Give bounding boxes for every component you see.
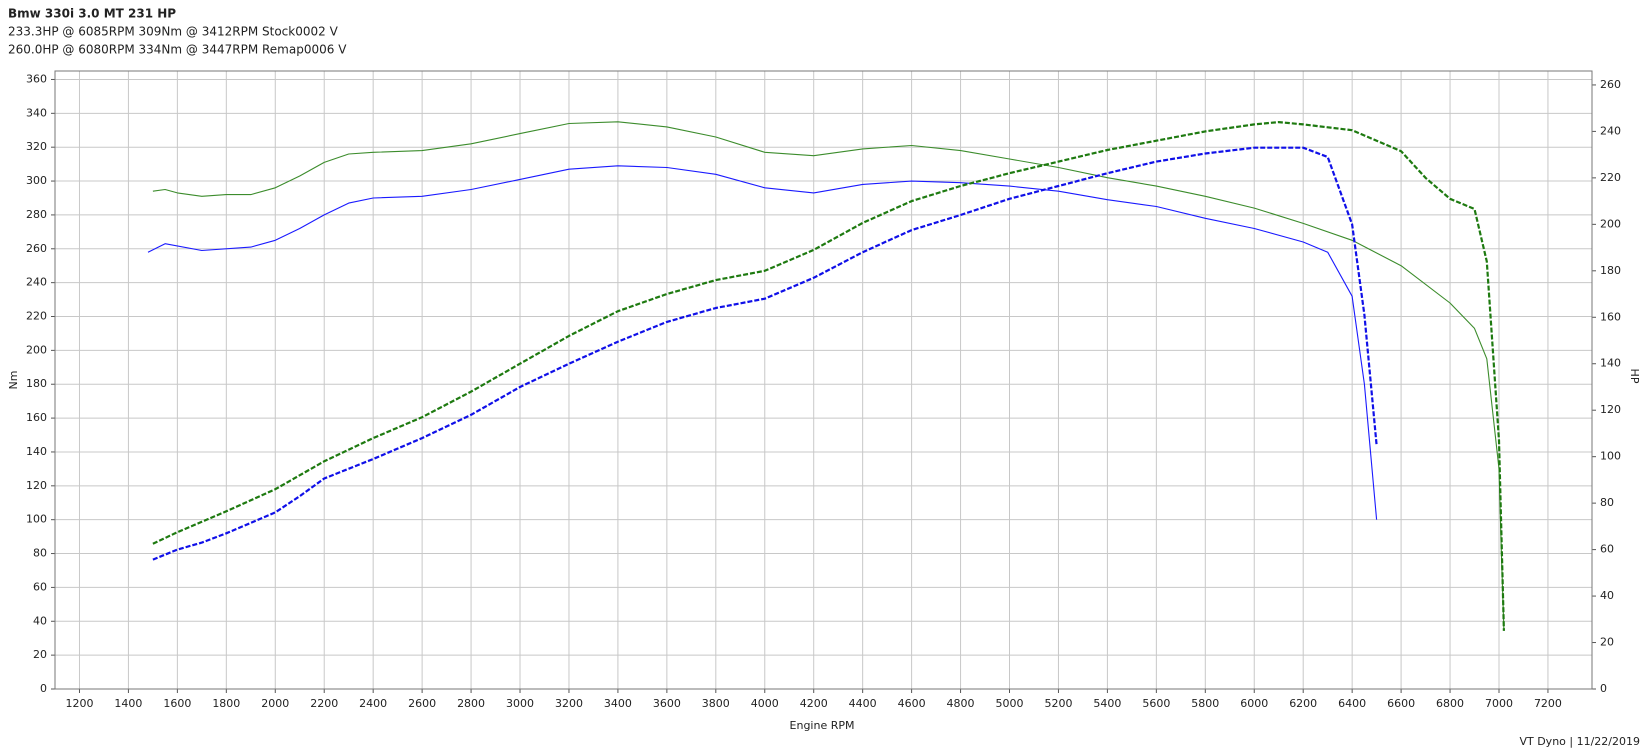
series-line (147, 165, 1378, 520)
y-tick-label: 180 (26, 377, 47, 390)
y-tick-label: 20 (33, 648, 47, 661)
x-tick-label: 6800 (1436, 697, 1464, 710)
x-tick-label: 4400 (849, 697, 877, 710)
y2-tick-label: 180 (1600, 264, 1621, 277)
y2-tick-label: 260 (1600, 78, 1621, 91)
x-tick-label: 6400 (1338, 697, 1366, 710)
footer: VT Dyno | 11/22/2019 (1519, 735, 1640, 748)
y-tick-label: 220 (26, 310, 47, 323)
y-tick-label: 100 (26, 513, 47, 526)
x-tick-label: 2000 (261, 697, 289, 710)
y2-tick-label: 20 (1600, 636, 1614, 649)
y2-tick-label: 140 (1600, 357, 1621, 370)
y-tick-label: 160 (26, 411, 47, 424)
x-tick-label: 1400 (114, 697, 142, 710)
x-tick-label: 7000 (1485, 697, 1513, 710)
x-tick-label: 5000 (996, 697, 1024, 710)
x-tick-label: 3400 (604, 697, 632, 710)
x-tick-label: 4600 (898, 697, 926, 710)
y2-tick-label: 120 (1600, 403, 1621, 416)
x-tick-label: 2200 (310, 697, 338, 710)
y-tick-label: 120 (26, 479, 47, 492)
x-tick-label: 4200 (800, 697, 828, 710)
x-tick-label: 4000 (751, 697, 779, 710)
y2-tick-label: 0 (1600, 682, 1607, 695)
x-tick-label: 3600 (653, 697, 681, 710)
y-tick-label: 140 (26, 445, 47, 458)
chart-title: Bmw 330i 3.0 MT 231 HP (8, 7, 176, 21)
x-tick-label: 6200 (1289, 697, 1317, 710)
x-tick-label: 6600 (1387, 697, 1415, 710)
y-tick-label: 200 (26, 343, 47, 356)
x-tick-label: 2600 (408, 697, 436, 710)
series-line (152, 121, 1505, 630)
plot-frame (54, 70, 1593, 690)
y-axis-label: Nm (7, 371, 20, 390)
y2-tick-label: 160 (1600, 310, 1621, 323)
x-tick-label: 3000 (506, 697, 534, 710)
x-tick-label: 3200 (555, 697, 583, 710)
y2-tick-label: 80 (1600, 496, 1614, 509)
y2-tick-label: 200 (1600, 217, 1621, 230)
x-tick-label: 5400 (1093, 697, 1121, 710)
x-tick-label: 5800 (1191, 697, 1219, 710)
y2-tick-label: 40 (1600, 589, 1614, 602)
y-tick-label: 300 (26, 174, 47, 187)
series-line (152, 121, 1505, 631)
x-tick-label: 2400 (359, 697, 387, 710)
subtitle: 233.3HP @ 6085RPM 309Nm @ 3412RPM Stock0… (8, 25, 339, 39)
y-tick-label: 360 (26, 72, 47, 85)
y2-tick-label: 60 (1600, 543, 1614, 556)
x-tick-label: 4800 (947, 697, 975, 710)
x-tick-label: 7200 (1534, 697, 1562, 710)
y-tick-label: 340 (26, 106, 47, 119)
y-tick-label: 260 (26, 242, 47, 255)
series-line (152, 146, 1378, 561)
y2-tick-label: 240 (1600, 124, 1621, 137)
x-tick-label: 5600 (1142, 697, 1170, 710)
x-tick-label: 3800 (702, 697, 730, 710)
x-tick-label: 2800 (457, 697, 485, 710)
y-tick-label: 80 (33, 547, 47, 560)
x-tick-label: 5200 (1044, 697, 1072, 710)
subtitle: 260.0HP @ 6080RPM 334Nm @ 3447RPM Remap0… (8, 43, 347, 57)
y-tick-label: 320 (26, 140, 47, 153)
y2-axis-label: HP (1628, 369, 1641, 384)
y-tick-label: 280 (26, 208, 47, 221)
x-axis-label: Engine RPM (790, 719, 855, 732)
y-tick-label: 40 (33, 614, 47, 627)
y-tick-label: 60 (33, 580, 47, 593)
y-tick-label: 240 (26, 276, 47, 289)
x-tick-label: 1600 (163, 697, 191, 710)
y2-tick-label: 220 (1600, 171, 1621, 184)
x-tick-label: 1800 (212, 697, 240, 710)
y2-tick-label: 100 (1600, 450, 1621, 463)
y-tick-label: 0 (40, 682, 47, 695)
x-tick-label: 1200 (65, 697, 93, 710)
x-tick-label: 6000 (1240, 697, 1268, 710)
